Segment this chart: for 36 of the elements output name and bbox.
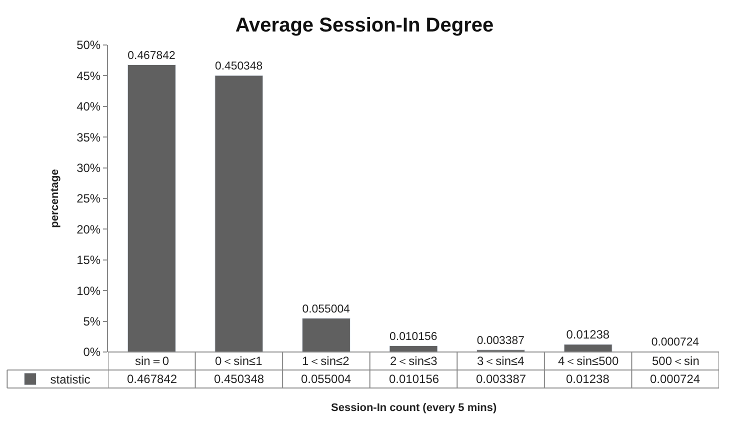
y-axis-title: percentage [49, 169, 62, 228]
y-tick-label: 35% [76, 130, 101, 144]
y-tick-label: 50% [76, 38, 101, 52]
x-tick-label: sin＝0 [135, 354, 170, 368]
data-label: 0.450348 [214, 372, 264, 386]
text: 0.467842 [128, 50, 176, 62]
x-tick-label: 4＜sin≤500 [558, 354, 619, 368]
x-tick-label: 3＜sin≤4 [477, 354, 525, 368]
data-label: 0.003387 [476, 372, 526, 386]
text: 0.450348 [214, 60, 263, 73]
text: 0.000724 [651, 336, 700, 349]
data-label: 0.467842 [127, 372, 178, 386]
y-tick-label: 0% [83, 345, 101, 360]
y-tick-label: 5% [83, 314, 101, 328]
y-tick-label: 45% [76, 68, 101, 83]
text: 0.055004 [302, 303, 350, 316]
data-label: 0.010156 [389, 372, 440, 386]
data-label: 0.01238 [566, 372, 610, 386]
text: 0.003387 [476, 335, 524, 348]
x-tick-label: 0＜sin≤1 [215, 354, 263, 368]
y-tick-label: 25% [76, 192, 101, 206]
x-tick-label: 1＜sin≤2 [302, 354, 350, 368]
text: 0.010156 [390, 330, 438, 343]
legend-label: statistic [50, 372, 90, 387]
chart-title: Average Session-In Degree [235, 14, 494, 36]
y-tick-label: 40% [76, 100, 101, 114]
x-tick-label: 500＜sin [652, 354, 700, 368]
y-tick-label: 15% [76, 253, 101, 268]
x-tick-label: 2＜sin≤3 [390, 354, 438, 368]
x-axis-title: Session-In count (every 5 mins) [331, 402, 497, 414]
text: 0.01238 [566, 327, 610, 342]
y-tick-label: 10% [76, 284, 101, 298]
y-tick-label: 30% [76, 161, 101, 175]
data-label: 0.055004 [301, 372, 352, 386]
data-label: 0.000724 [650, 372, 700, 386]
y-tick-label: 20% [76, 222, 101, 236]
